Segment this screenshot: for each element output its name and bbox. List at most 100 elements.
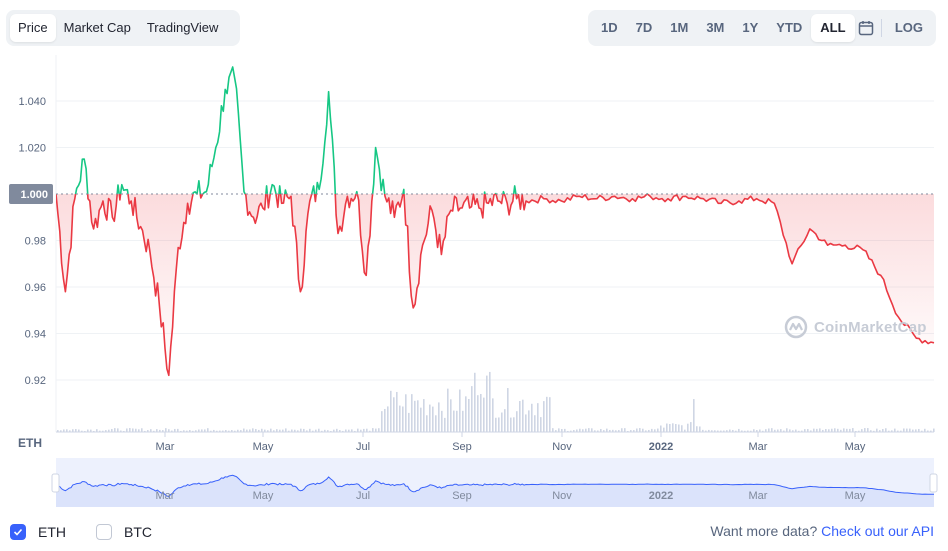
range-3m[interactable]: 3M (706, 20, 725, 35)
price-line-up (119, 183, 129, 195)
volume-bar (468, 398, 470, 432)
tab-price[interactable]: Price (10, 14, 56, 42)
price-line-up (192, 180, 202, 195)
volume-bar (66, 429, 68, 432)
volume-bar (804, 429, 806, 432)
price-line-up (116, 184, 120, 195)
range-1d[interactable]: 1D (601, 20, 618, 35)
volume-bar (237, 429, 239, 432)
volume-bar (399, 405, 401, 432)
volume-bar (828, 429, 830, 432)
price-line-up (355, 190, 359, 195)
volume-bar (456, 410, 458, 432)
price-line-up (483, 191, 486, 195)
volume-bars: ETH (18, 371, 935, 450)
volume-bar (462, 410, 464, 432)
volume-bar (474, 372, 476, 432)
volume-bar (894, 428, 896, 432)
range-ytd[interactable]: YTD (776, 20, 803, 35)
volume-bar (195, 430, 197, 432)
calendar-icon[interactable] (855, 14, 878, 42)
volume-bar (600, 428, 602, 432)
volume-bar (354, 430, 356, 432)
legend-eth[interactable]: ETH (10, 523, 66, 541)
volume-bar (315, 429, 317, 432)
volume-bar (552, 428, 554, 432)
volume-bar (582, 429, 584, 432)
y-tick-label: 1.040 (18, 96, 46, 108)
range-7d[interactable]: 7D (635, 20, 653, 35)
range-all[interactable]: ALL (811, 14, 855, 42)
checkbox-eth[interactable] (10, 524, 26, 540)
volume-bar (321, 430, 323, 432)
volume-bar (930, 430, 932, 432)
volume-bar (111, 428, 113, 432)
tab-market-cap[interactable]: Market Cap (63, 20, 131, 35)
navigator: Mar May Jul Sep Nov 2022 Mar May (51, 458, 938, 507)
volume-bar (549, 397, 551, 432)
volume-bar (507, 388, 509, 432)
volume-bar (84, 430, 86, 432)
baseline-label: 1.000 (20, 189, 48, 201)
range-divider (881, 19, 882, 37)
checkbox-btc[interactable] (96, 524, 112, 540)
volume-bar (603, 430, 605, 432)
volume-bar (390, 390, 392, 432)
legend-btc[interactable]: BTC (96, 523, 152, 541)
volume-bar (342, 430, 344, 432)
volume-bar (504, 409, 506, 432)
x-tick-label: Nov (552, 441, 572, 453)
volume-bar (99, 430, 101, 432)
volume-bar (747, 430, 749, 432)
price-line-down (285, 193, 313, 293)
volume-bar (534, 415, 536, 432)
tab-tradingview[interactable]: TradingView (146, 20, 219, 35)
volume-bar (453, 410, 455, 432)
volume-bar (768, 428, 770, 432)
volume-bar (729, 429, 731, 432)
volume-bar (360, 429, 362, 432)
coinmarketcap-logo-icon (784, 315, 808, 339)
navigator-x-label: Mar (156, 490, 175, 502)
volume-bar (663, 427, 665, 432)
volume-bar (309, 428, 311, 432)
navigator-handle-right[interactable] (929, 473, 938, 493)
volume-bar (909, 428, 911, 432)
navigator-handle-left[interactable] (51, 473, 60, 493)
navigator-x-label: Jul (356, 490, 370, 502)
volume-bar (324, 429, 326, 432)
volume-bar (678, 424, 680, 432)
range-1y[interactable]: 1Y (742, 20, 759, 35)
range-1m[interactable]: 1M (670, 20, 689, 35)
log-toggle[interactable]: LOG (894, 20, 923, 35)
volume-bar (429, 404, 431, 432)
y-tick-label: 0.92 (25, 375, 46, 387)
volume-bar (489, 371, 491, 432)
volume-bar (513, 417, 515, 432)
volume-bar (204, 429, 206, 432)
volume-bar (219, 430, 221, 432)
x-tick-label: Sep (452, 441, 472, 453)
volume-bar (735, 430, 737, 432)
volume-bar (732, 429, 734, 432)
volume-bar (162, 430, 164, 432)
volume-bar (879, 430, 881, 432)
volume-bar (528, 410, 530, 432)
price-area-down (56, 194, 934, 376)
price-line-down (334, 193, 357, 235)
volume-bar (630, 430, 632, 432)
volume-bar (249, 429, 251, 432)
volume-bar (660, 425, 662, 432)
volume-bar (243, 428, 245, 432)
volume-bar (222, 430, 224, 432)
api-link[interactable]: Check out our API (821, 523, 934, 539)
volume-bar (687, 423, 689, 432)
price-line-down (279, 193, 286, 205)
volume-bar (516, 411, 518, 432)
volume-bar (831, 428, 833, 432)
price-line-up (284, 189, 288, 195)
x-tick-label: May (253, 441, 274, 453)
price-line-up (502, 190, 506, 195)
volume-bar (318, 428, 320, 432)
